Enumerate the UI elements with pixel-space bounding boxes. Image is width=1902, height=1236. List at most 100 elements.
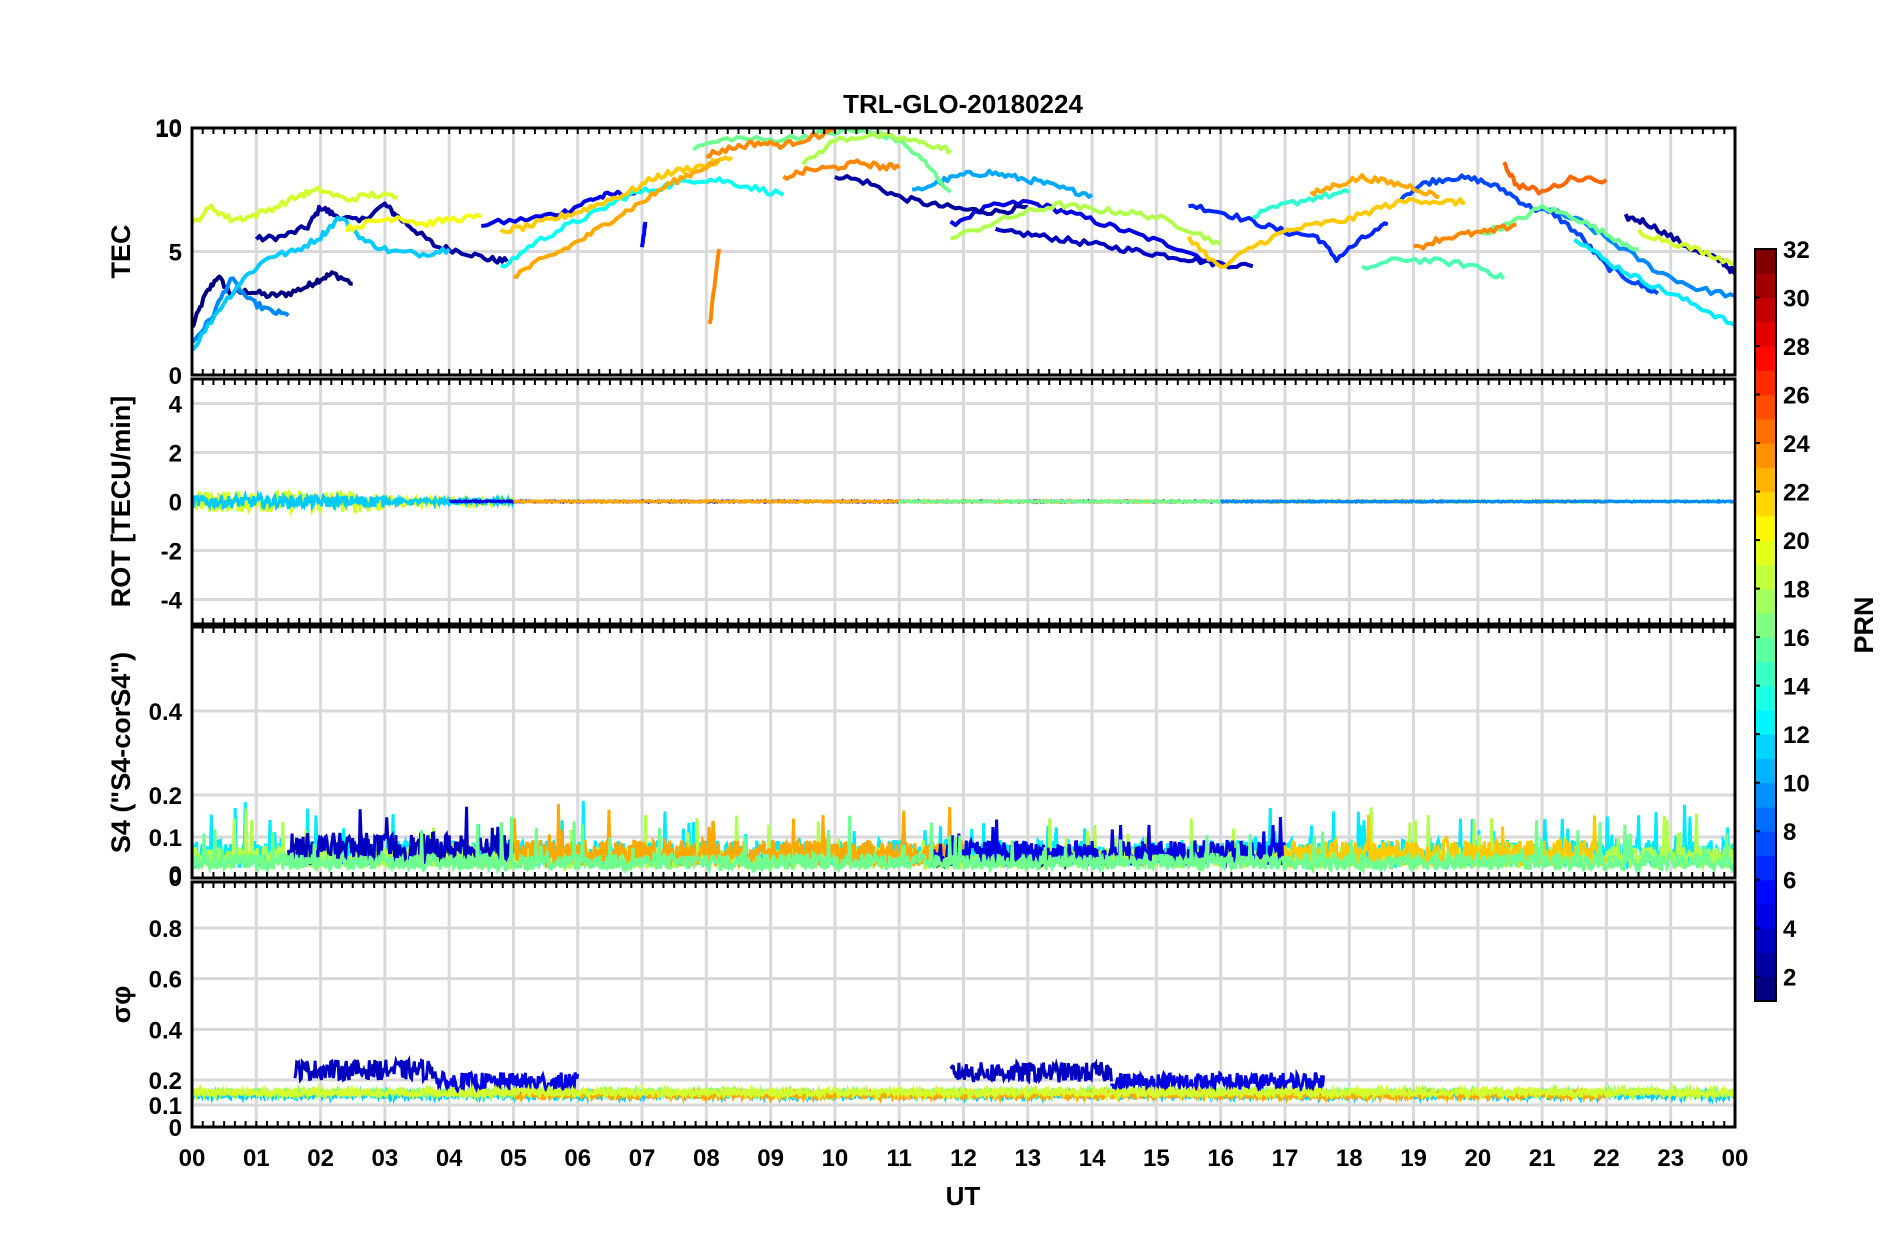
rot-traces (192, 488, 1735, 517)
y-axis-label-tec: TEC (106, 225, 136, 279)
x-tick-label: 19 (1400, 1145, 1427, 1172)
x-tick-label: 11 (887, 1145, 912, 1172)
x-tick-label: 17 (1272, 1145, 1299, 1172)
x-tick-label: 23 (1657, 1145, 1684, 1172)
tec-series-prn-24 (707, 248, 722, 325)
colorbar-tick-label: 8 (1783, 819, 1796, 846)
colorbar-band (1755, 782, 1776, 808)
tec-series-prn-19 (192, 185, 398, 224)
tec-series-prn-18 (950, 199, 1222, 246)
tec-series-prn-24 (782, 158, 901, 181)
y-tick-label: 0 (169, 1115, 182, 1142)
colorbar-tick-label: 16 (1783, 625, 1810, 652)
x-tick-label: 20 (1464, 1145, 1491, 1172)
colorbar-band (1755, 879, 1776, 905)
tec-series-prn-5 (640, 221, 648, 248)
colorbar-band (1755, 903, 1776, 929)
tec-series-prn-23 (513, 158, 720, 279)
colorbar-label: PRN (1849, 596, 1879, 653)
tec-series-prn-12 (1573, 238, 1735, 328)
x-tick-label: 01 (243, 1145, 270, 1172)
colorbar-band (1755, 976, 1776, 1002)
y-tick-label: -2 (161, 539, 182, 566)
y-tick-label: 10 (155, 116, 182, 143)
colorbar-tick-label: 4 (1783, 916, 1797, 943)
x-tick-labels: 00 01 02 03 04 05 06 07 08 09 10 11 12 13 14 15 16 17 18 19… (179, 1145, 1749, 1172)
tec-series-prn-4 (481, 187, 644, 228)
x-tick-label: 16 (1207, 1145, 1234, 1172)
colorbar-band (1755, 612, 1776, 638)
panel-rot: -4 -2 0 2 4 ROT [TECU/min] (106, 377, 1737, 626)
x-tick-label: 04 (436, 1145, 463, 1172)
x-axis-label: UT (946, 1181, 981, 1211)
colorbar-band (1755, 491, 1776, 517)
x-tick-label: 21 (1529, 1145, 1556, 1172)
y-tick-label: 0.1 (149, 825, 182, 852)
colorbar-tick-label: 14 (1783, 674, 1810, 701)
colorbar-band (1755, 709, 1776, 735)
panel-s4: 000.10.20.4S4 ("S4-corS4") (106, 625, 1737, 892)
colorbar-band (1755, 249, 1776, 274)
tec-series-prn-11 (192, 215, 451, 352)
sigma-phi-traces (192, 1054, 1735, 1105)
colorbar-band (1755, 685, 1776, 711)
x-tick-label: 18 (1336, 1145, 1363, 1172)
colorbar-band (1755, 418, 1776, 444)
s4-trace-prn-16 (192, 815, 1735, 876)
tec-series-prn-19 (1637, 228, 1735, 266)
colorbar-tick-label: 2 (1783, 965, 1796, 992)
x-tick-label: 07 (629, 1145, 656, 1172)
colorbar-tick-label: 18 (1783, 577, 1810, 604)
rot-trace-prn-9 (1219, 498, 1735, 505)
tec-series-prn-6 (1188, 203, 1389, 264)
y-axis-label-s4: S4 ("S4-corS4") (106, 652, 136, 853)
tec-series-prn-20 (344, 212, 483, 233)
colorbar-band (1755, 346, 1776, 371)
sigma-phi-trace-prn-19 (192, 1082, 1735, 1102)
y-tick-label: 0.2 (149, 783, 182, 810)
tec-series-prn-13 (500, 176, 785, 269)
colorbar-tick-label: 12 (1783, 722, 1810, 749)
colorbar-band (1755, 540, 1776, 565)
colorbar-tick-label: 24 (1783, 431, 1810, 458)
colorbar-band (1755, 443, 1776, 468)
y-axis-label-sigma-phi: σφ (106, 986, 136, 1024)
panel-sigma-phi: 00.10.2 0.4 0.6 0.8 σφ (106, 880, 1737, 1142)
tec-series-prn-24 (705, 128, 836, 159)
y-tick-label: 10 (155, 115, 182, 142)
y-axis-label-rot: ROT [TECU/min] (106, 396, 136, 607)
y-tick-label: 0 (169, 363, 182, 390)
tec-series-prn-2 (834, 174, 1028, 217)
x-tick-label: 05 (500, 1145, 527, 1172)
colorbar-tick-label: 20 (1783, 528, 1810, 555)
y-tick-label: 0.4 (149, 699, 183, 726)
colorbar-band (1755, 734, 1776, 760)
colorbar-band (1755, 588, 1776, 614)
x-tick-label: 13 (1014, 1145, 1041, 1172)
tec-series-prn-14 (1252, 188, 1351, 220)
y-tick-label: 0 (169, 865, 182, 892)
y-tick-label: 4 (169, 392, 183, 419)
tec-series-prn-23 (1309, 173, 1440, 200)
colorbar-band (1755, 758, 1776, 784)
rot-trace-prn-11 (192, 490, 515, 512)
colorbar-band (1755, 928, 1776, 954)
s4-traces (192, 800, 1735, 876)
colorbar-band (1755, 564, 1776, 590)
tec-traces (192, 128, 1735, 352)
x-tick-label: 14 (1079, 1145, 1106, 1172)
x-tick-label: 15 (1143, 1145, 1170, 1172)
colorbar-band (1755, 273, 1776, 299)
colorbar-band (1755, 855, 1776, 881)
colorbar-band (1755, 467, 1776, 493)
tec-series-prn-22 (1186, 196, 1466, 269)
colorbar-tick-label: 6 (1783, 868, 1796, 895)
x-tick-label: 12 (950, 1145, 977, 1172)
tec-series-prn-24 (1413, 222, 1517, 251)
x-tick-label: 08 (693, 1145, 720, 1172)
chart-title: TRL-GLO-20180224 (843, 89, 1083, 119)
y-tick-label: 2 (169, 441, 182, 468)
tec-series-prn-18 (801, 131, 952, 166)
